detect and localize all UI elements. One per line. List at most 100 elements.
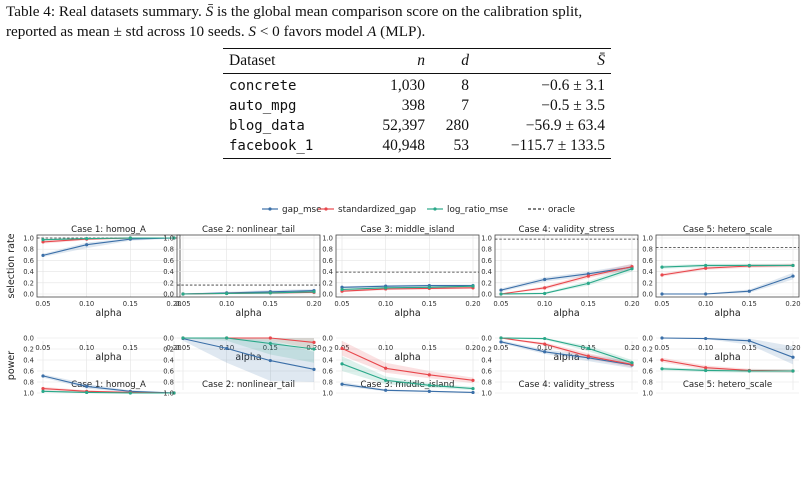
point-log_ratio_mse [225, 336, 229, 340]
x-tick-label: 0.10 [698, 300, 713, 308]
subplot-title: Case 3: middle_island [361, 225, 455, 235]
point-standardized_gap [427, 373, 431, 377]
series-line-gap_mse [500, 341, 633, 366]
y-tick-label: 1.0 [322, 390, 333, 398]
point-gap_mse [85, 243, 89, 247]
legend-label-gap_mse: gap_mse [282, 205, 322, 215]
caption-text-4: < 0 favors model [256, 23, 368, 40]
subplot-1-1: 0.0 0.2 0.4 0.6 0.8 1.0 0.05 0.10 0.15 0.20 Case 1… [23, 225, 181, 319]
point-gap_mse [471, 390, 475, 395]
caption-model-symbol: A [367, 23, 377, 40]
subplot-frame [176, 234, 321, 298]
y-tick-label: 0.0 [642, 291, 653, 299]
caption-text-2: is the global mean comparison score on t… [213, 3, 583, 20]
y-tick-label: 0.8 [322, 379, 333, 387]
y-tick-label: 1.0 [163, 235, 174, 243]
point-gap_mse [660, 336, 664, 340]
x-axis-label: alpha [553, 308, 579, 319]
series-line-log_ratio_mse [341, 285, 474, 291]
subplot-frame [36, 234, 181, 298]
series-line-gap_mse [182, 338, 315, 370]
band-standardized_gap [662, 263, 793, 277]
point-log_ratio_mse [340, 287, 344, 292]
x-tick-label: 0.05 [175, 300, 190, 308]
point-log_ratio_mse [268, 341, 272, 346]
table-caption: Table 4: Real datasets summary. S̄ is th… [6, 2, 806, 42]
band-gap_mse [183, 338, 314, 382]
y-tick-label: 0.6 [23, 368, 34, 376]
y-tick-label: 0.2 [163, 279, 174, 287]
subplot-title: Case 1: homog_A [71, 225, 146, 235]
subplot-title: Case 2: nonlinear_tail [202, 380, 295, 390]
x-tick-label: 0.15 [263, 344, 278, 352]
x-tick-label: 0.05 [35, 300, 50, 308]
y-tick-label: 1.0 [642, 235, 653, 243]
y-tick-label: 0.8 [642, 246, 653, 254]
y-tick-label: 0.2 [481, 279, 492, 287]
caption-s-symbol: S [248, 23, 257, 40]
y-tick-label: 0.2 [642, 279, 653, 287]
legend-marker-log_ratio_mse [433, 207, 437, 211]
y-tick-label: 0.2 [322, 279, 333, 287]
y-tick-label: 0.8 [23, 246, 34, 254]
y-tick-label: 0.4 [642, 268, 653, 276]
dataset-score: −56.9 ± 63.4 [525, 117, 605, 134]
x-tick-label: 0.15 [123, 344, 138, 352]
point-log_ratio_mse [128, 236, 132, 240]
x-tick-label: 0.10 [79, 300, 94, 308]
y-tick-label: 0.4 [322, 357, 333, 365]
x-axis-label: alpha [553, 352, 579, 363]
y-tick-label: 0.8 [163, 246, 174, 254]
x-tick-label: 0.05 [334, 300, 349, 308]
subplot-title: Case 5: hetero_scale [683, 380, 772, 390]
y-tick-label: 0.0 [322, 291, 333, 299]
series-line-gap_mse [341, 285, 473, 288]
point-log_ratio_mse [704, 263, 708, 268]
y-tick-label: 0.0 [23, 291, 34, 299]
dataset-d: 53 [431, 136, 475, 159]
band-gap_mse [501, 264, 632, 292]
dataset-score: −115.7 ± 133.5 [475, 136, 611, 159]
series-line-log_ratio_mse [182, 291, 315, 295]
y-tick-label: 0.6 [642, 368, 653, 376]
y-tick-label: 0.2 [481, 346, 492, 354]
y-tick-label: 1.0 [322, 235, 333, 243]
y-tick-label: 0.6 [481, 368, 492, 376]
y-tick-label: 0.4 [23, 268, 34, 276]
x-axis-label: alpha [394, 352, 420, 363]
point-log_ratio_mse [630, 267, 634, 271]
datasets-summary-table: Dataset n d S̄ concrete 1,030 8 −0.6 ± 3… [223, 48, 611, 159]
point-log_ratio_mse [312, 290, 316, 294]
x-tick-label: 0.20 [624, 300, 639, 308]
dataset-d: 8 [461, 77, 469, 94]
dataset-name: facebook_1 [223, 136, 359, 159]
subplot-title: Case 4: validity_stress [518, 380, 615, 390]
point-standardized_gap [312, 340, 316, 344]
x-tick-label: 0.10 [537, 344, 552, 352]
y-tick-label: 0.0 [322, 335, 333, 343]
point-standardized_gap [630, 264, 634, 269]
point-log_ratio_mse [791, 263, 795, 268]
point-gap_mse [704, 292, 708, 296]
y-tick-label: 1.0 [23, 390, 34, 398]
subplot-title: Case 2: nonlinear_tail [202, 225, 295, 235]
point-standardized_gap [543, 286, 547, 290]
point-standardized_gap [41, 387, 45, 391]
x-tick-label: 0.10 [698, 344, 713, 352]
y-axis-label: power [6, 351, 17, 380]
series-line-gap_mse [500, 266, 633, 291]
selection-power-figure: gap_mse standardized_gap log_ratio_mse orac… [6, 205, 801, 398]
dataset-name: concrete [229, 78, 297, 94]
x-axis-label: alpha [95, 308, 121, 319]
x-tick-label: 0.20 [465, 300, 480, 308]
x-tick-label: 0.05 [175, 344, 190, 352]
point-gap_mse [543, 350, 547, 354]
subplot-title: Case 3: middle_island [361, 380, 455, 390]
y-tick-label: 0.2 [23, 279, 34, 287]
point-log_ratio_mse [384, 378, 388, 382]
x-tick-label: 0.15 [581, 300, 596, 308]
point-gap_mse [791, 274, 795, 278]
point-log_ratio_mse [384, 286, 388, 290]
point-log_ratio_mse [41, 389, 45, 393]
